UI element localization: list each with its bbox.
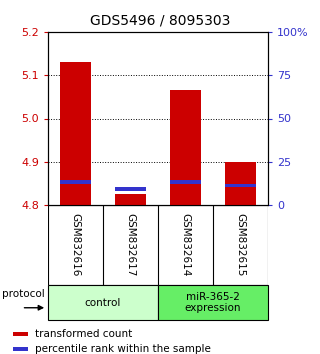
Text: GDS5496 / 8095303: GDS5496 / 8095303 <box>90 14 230 28</box>
Text: miR-365-2
expression: miR-365-2 expression <box>185 292 241 313</box>
Bar <box>170 90 201 205</box>
Text: control: control <box>85 297 121 308</box>
Bar <box>60 62 91 205</box>
Bar <box>158 285 268 320</box>
Text: GSM832617: GSM832617 <box>125 213 135 277</box>
Text: GSM832614: GSM832614 <box>180 213 190 277</box>
Bar <box>13 332 28 336</box>
Text: transformed count: transformed count <box>35 329 132 339</box>
Bar <box>225 162 256 205</box>
Text: GSM832615: GSM832615 <box>236 213 245 277</box>
Bar <box>13 347 28 351</box>
Bar <box>225 184 256 188</box>
Text: GSM832616: GSM832616 <box>70 213 81 277</box>
Bar <box>116 194 146 205</box>
Text: percentile rank within the sample: percentile rank within the sample <box>35 344 211 354</box>
Bar <box>60 180 91 184</box>
Bar <box>116 188 146 192</box>
Bar <box>170 180 201 184</box>
Bar <box>48 285 158 320</box>
Text: protocol: protocol <box>3 289 45 299</box>
